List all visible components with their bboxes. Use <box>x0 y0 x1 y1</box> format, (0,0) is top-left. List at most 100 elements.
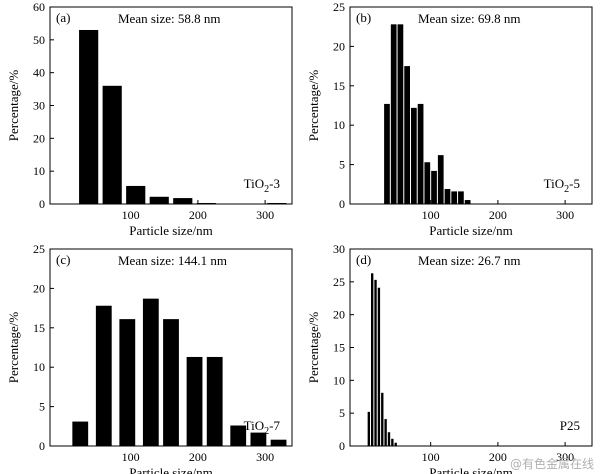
mean-size-annotation: Mean size: 144.1 nm <box>118 253 227 268</box>
bar <box>230 425 247 446</box>
y-tick-label: 60 <box>33 0 45 14</box>
y-tick-label: 20 <box>33 281 45 295</box>
plot-frame <box>349 248 593 447</box>
y-tick-label: 30 <box>33 99 45 113</box>
y-tick-label: 20 <box>33 131 45 145</box>
bar <box>404 66 410 204</box>
y-tick-label: 0 <box>339 439 345 453</box>
y-tick-label: 10 <box>33 360 45 374</box>
bar <box>102 85 122 204</box>
y-tick-label: 10 <box>333 373 345 387</box>
bar <box>270 439 287 446</box>
bar <box>163 319 179 446</box>
y-tick-label: 25 <box>33 242 45 256</box>
bar <box>411 107 417 204</box>
sample-label: TiO2-7 <box>244 418 281 437</box>
bar <box>384 419 387 446</box>
bar <box>377 287 381 446</box>
bar <box>173 198 193 204</box>
x-tick-label: 100 <box>422 450 440 464</box>
bar <box>371 273 374 446</box>
y-tick-label: 25 <box>333 0 345 14</box>
y-tick-label: 15 <box>333 79 345 93</box>
y-tick-label: 50 <box>33 33 45 47</box>
y-tick-label: 30 <box>333 242 345 256</box>
sample-label: TiO2-3 <box>244 176 280 195</box>
mean-size-annotation: Mean size: 58.8 nm <box>118 11 221 26</box>
x-tick-label: 100 <box>122 208 140 222</box>
x-tick-label: 300 <box>256 450 274 464</box>
y-tick-label: 0 <box>39 197 45 211</box>
y-tick-label: 15 <box>333 341 345 355</box>
y-tick-label: 0 <box>339 197 345 211</box>
y-tick-label: 10 <box>33 164 45 178</box>
panel-label: (a) <box>56 10 70 25</box>
panel-label: (b) <box>356 10 371 25</box>
bar <box>72 421 89 446</box>
x-tick-label: 100 <box>122 450 140 464</box>
y-tick-label: 10 <box>333 118 345 132</box>
chart-panel-4: 0 5 10 15 20 25 30 100 200 300 Particle size/nm Per… <box>306 242 593 474</box>
bar <box>374 279 377 446</box>
panel-label: (c) <box>56 252 70 267</box>
y-axis-label: Percentage/% <box>6 70 21 142</box>
bar <box>458 191 464 204</box>
chart-panel-3: 0 5 10 15 20 25 100 200 300 Particle size/nm Perce… <box>6 242 293 474</box>
bar <box>79 29 99 205</box>
watermark: @有色金属在线 <box>509 457 594 471</box>
bar <box>384 103 390 204</box>
sample-label: TiO2-5 <box>544 176 580 195</box>
mean-size-annotation: Mean size: 26.7 nm <box>418 253 521 268</box>
x-axis-label: Particle size/nm <box>129 223 212 238</box>
bar <box>417 103 424 204</box>
y-tick-label: 20 <box>333 39 345 53</box>
bar <box>367 411 370 446</box>
bar <box>424 162 431 204</box>
x-tick-label: 300 <box>256 208 274 222</box>
bar <box>464 200 471 204</box>
bar <box>119 319 136 446</box>
bar <box>142 298 159 446</box>
sample-label: P25 <box>560 418 580 433</box>
bar <box>95 305 112 446</box>
bar <box>397 24 404 205</box>
x-tick-label: 300 <box>556 450 574 464</box>
bar <box>437 155 444 204</box>
bar <box>126 185 146 204</box>
x-axis-label: Particle size/nm <box>429 465 512 474</box>
y-axis-label: Percentage/% <box>306 312 321 384</box>
y-tick-label: 25 <box>333 275 345 289</box>
x-tick-label: 200 <box>189 450 207 464</box>
bar <box>250 432 267 446</box>
x-tick-label: 300 <box>556 208 574 222</box>
plot-frame <box>49 248 293 447</box>
y-tick-label: 5 <box>339 406 345 420</box>
bar <box>381 392 384 446</box>
bar <box>444 189 451 204</box>
bar <box>431 170 437 204</box>
y-tick-label: 40 <box>33 66 45 80</box>
mean-size-annotation: Mean size: 69.8 nm <box>418 11 521 26</box>
bar <box>149 196 169 204</box>
y-tick-label: 15 <box>33 321 45 335</box>
x-axis-label: Particle size/nm <box>129 465 212 474</box>
y-tick-label: 0 <box>39 439 45 453</box>
bar <box>391 438 394 446</box>
plot-frame <box>349 6 593 205</box>
x-tick-label: 200 <box>189 208 207 222</box>
bar <box>394 442 397 446</box>
x-axis-label: Particle size/nm <box>429 223 512 238</box>
chart-panel-2: 0 5 10 15 20 25 100 200 300 Particle size/nm Perce… <box>306 0 593 238</box>
bar <box>451 191 458 204</box>
x-tick-label: 200 <box>489 208 507 222</box>
y-axis-label: Percentage/% <box>6 312 21 384</box>
bar <box>186 356 203 446</box>
bar <box>387 432 391 446</box>
bar <box>390 24 397 205</box>
x-tick-label: 100 <box>422 208 440 222</box>
y-tick-label: 20 <box>333 308 345 322</box>
x-tick-label: 200 <box>489 450 507 464</box>
y-axis-label: Percentage/% <box>306 70 321 142</box>
panel-label: (d) <box>356 252 371 267</box>
